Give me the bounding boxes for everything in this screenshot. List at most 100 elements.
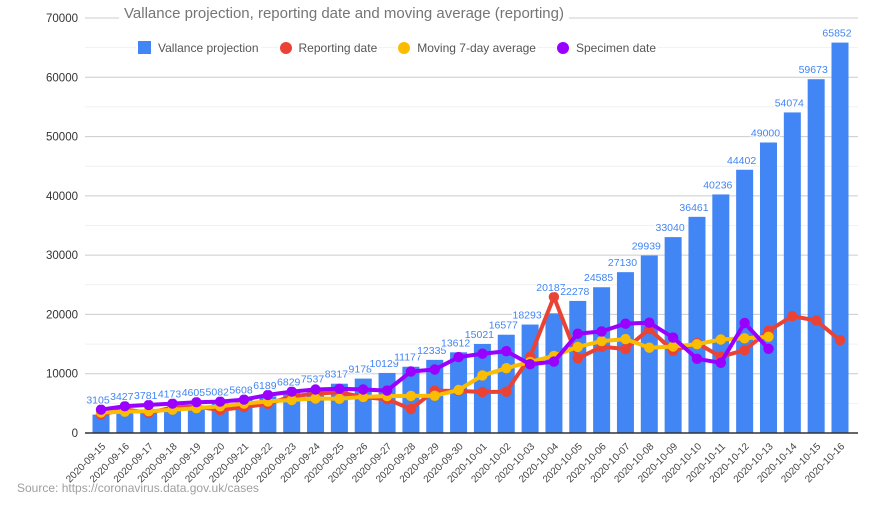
reporting-date-point xyxy=(787,310,798,322)
chart-legend: Vallance projection Reporting date Moving … xyxy=(136,40,659,55)
bar xyxy=(187,405,205,433)
specimen-date-point xyxy=(739,317,750,329)
bar-value-label: 49000 xyxy=(751,128,780,140)
specimen-date-point xyxy=(477,348,488,359)
bar-value-label: 24585 xyxy=(584,272,613,284)
bar-value-label: 65852 xyxy=(822,28,851,40)
specimen-date-point xyxy=(143,399,154,411)
reporting-date-point xyxy=(548,291,560,303)
bar xyxy=(831,42,849,434)
bar-value-label: 6189 xyxy=(253,380,277,392)
y-tick-label: 20000 xyxy=(46,309,78,321)
bar xyxy=(140,410,158,433)
bar xyxy=(736,169,754,433)
specimen-date-point xyxy=(119,401,130,412)
specimen-date-point xyxy=(715,357,726,368)
specimen-date-point xyxy=(620,318,631,329)
specimen-date-point xyxy=(191,397,202,408)
legend-item-vallance-projection: Vallance projection xyxy=(136,40,261,55)
specimen-date-point xyxy=(596,326,607,337)
bar-value-label: 9178 xyxy=(349,364,373,376)
specimen-date-point xyxy=(644,317,655,328)
bar-value-label: 15021 xyxy=(465,329,494,341)
bar-value-label: 44402 xyxy=(727,155,756,167)
bar-value-label: 5082 xyxy=(206,387,230,399)
reporting-date-point xyxy=(477,386,488,398)
moving-7-day-average-point xyxy=(358,391,369,403)
legend-vallance-projection-swatch-icon xyxy=(138,41,151,54)
bar xyxy=(783,112,801,433)
specimen-date-point xyxy=(381,385,393,396)
moving-7-day-average-point xyxy=(501,363,512,374)
bar-value-label: 54074 xyxy=(775,97,804,109)
bar-value-label: 33040 xyxy=(655,222,684,234)
bar-value-label: 10129 xyxy=(369,358,398,370)
specimen-date-point xyxy=(501,346,512,357)
bar xyxy=(497,334,515,433)
bar-value-label: 29939 xyxy=(632,241,661,253)
bar xyxy=(807,79,825,433)
moving-7-day-average-point xyxy=(405,390,417,402)
y-tick-label: 70000 xyxy=(46,13,78,25)
bar xyxy=(545,313,563,433)
specimen-date-point xyxy=(691,353,703,364)
specimen-date-point xyxy=(358,384,369,395)
legend-label: Vallance projection xyxy=(158,40,259,55)
moving-7-day-average-point xyxy=(739,333,750,344)
bar xyxy=(116,412,134,433)
moving-7-day-average-point xyxy=(453,384,464,396)
bar-value-label: 7537 xyxy=(301,373,325,385)
reporting-date-point xyxy=(620,343,631,355)
specimen-date-point xyxy=(405,366,417,377)
moving-7-day-average-point xyxy=(715,334,726,345)
specimen-date-point xyxy=(286,386,297,397)
legend-label: Moving 7-day average xyxy=(417,40,536,55)
bar-value-label: 40236 xyxy=(703,180,732,192)
y-tick-label: 30000 xyxy=(46,250,78,262)
moving-7-day-average-point xyxy=(620,333,631,345)
specimen-date-point xyxy=(310,384,321,395)
moving-7-day-average-point xyxy=(477,370,488,381)
reporting-date-point xyxy=(405,403,417,415)
moving-7-day-average-point xyxy=(572,341,583,353)
bar-value-label: 8317 xyxy=(325,369,349,381)
legend-label: Specimen date xyxy=(575,40,657,55)
legend-label: Reporting date xyxy=(298,40,378,55)
specimen-date-point xyxy=(215,396,226,407)
reporting-date-point xyxy=(739,345,750,356)
bar xyxy=(593,287,611,433)
bar-value-label: 20187 xyxy=(536,282,565,294)
specimen-date-point xyxy=(548,356,560,367)
bar xyxy=(688,216,706,433)
moving-7-day-average-point xyxy=(596,335,607,347)
bar-value-label: 12335 xyxy=(417,345,446,357)
bar-value-label: 3105 xyxy=(86,395,110,407)
specimen-date-point xyxy=(524,359,536,370)
moving-7-day-average-point xyxy=(667,341,679,352)
bar-value-label: 13612 xyxy=(441,337,470,349)
bar-value-label: 22278 xyxy=(560,286,589,298)
legend-item-specimen-date: Specimen date xyxy=(554,40,659,55)
legend-reporting-date-swatch-icon xyxy=(279,41,292,54)
bar xyxy=(92,414,110,433)
moving-7-day-average-point xyxy=(310,393,321,404)
specimen-date-point xyxy=(262,389,274,401)
reporting-date-point xyxy=(572,353,583,364)
reporting-date-point xyxy=(834,335,846,346)
specimen-date-point xyxy=(453,351,464,363)
source-note: Source: https://coronavirus.data.gov.uk/… xyxy=(17,481,259,495)
bar-value-label: 6829 xyxy=(277,377,301,389)
bar-value-label: 3781 xyxy=(134,390,158,402)
bar xyxy=(521,324,539,433)
specimen-date-point xyxy=(167,398,178,409)
reporting-date-point xyxy=(501,386,512,397)
bar-value-label: 3427 xyxy=(110,391,134,403)
y-tick-label: 50000 xyxy=(46,132,78,144)
y-tick-label: 0 xyxy=(72,428,78,440)
moving-7-day-average-point xyxy=(286,394,297,406)
moving-7-day-average-point xyxy=(334,393,345,404)
bar-value-label: 27130 xyxy=(608,257,637,269)
specimen-date-point xyxy=(763,343,774,354)
moving-7-day-average-point xyxy=(763,331,774,342)
bar-value-label: 18293 xyxy=(512,310,541,322)
